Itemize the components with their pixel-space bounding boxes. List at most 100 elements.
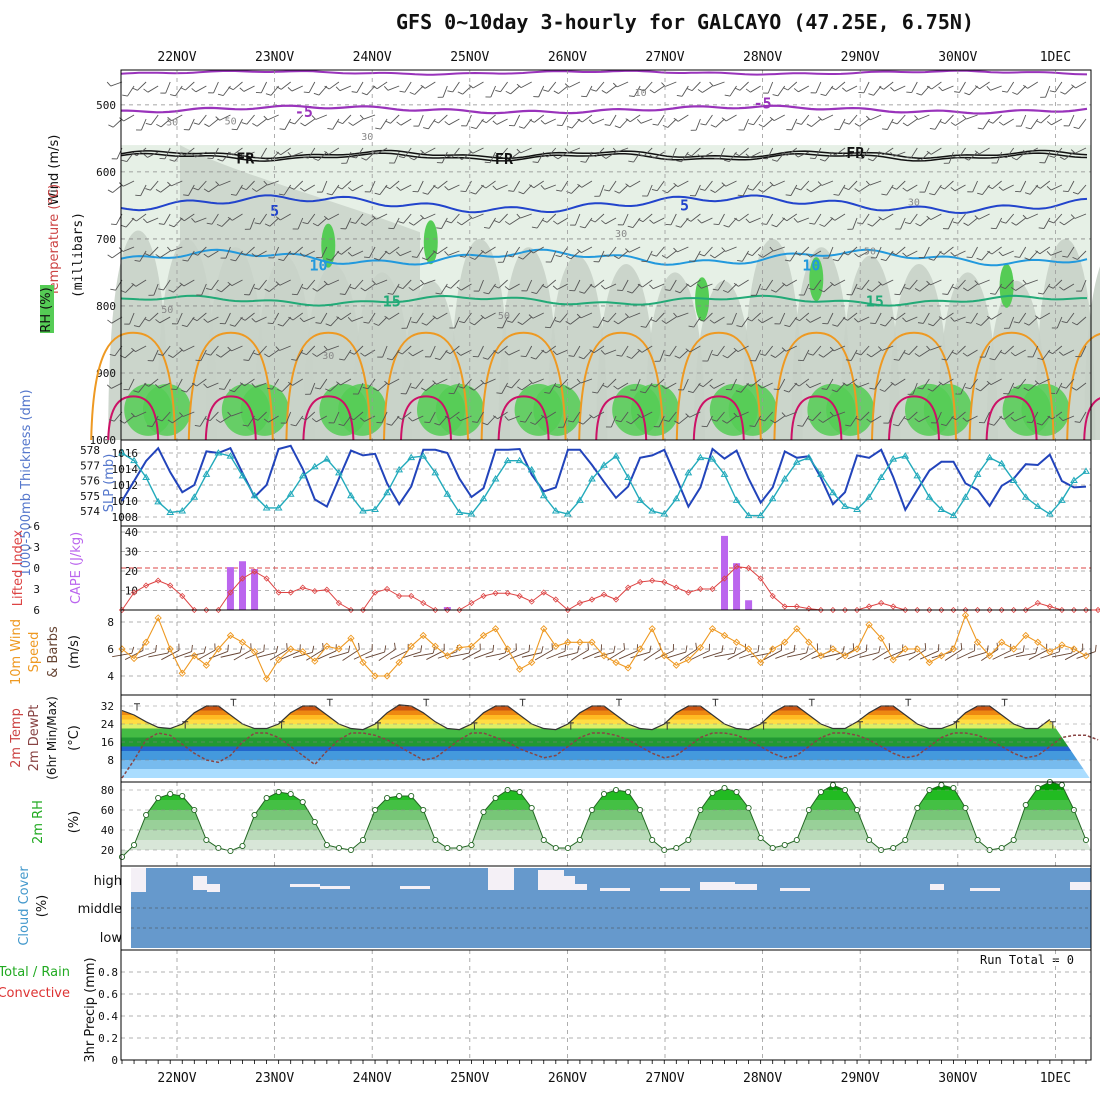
wind-barb [195,349,207,362]
wind-barb [148,283,159,296]
wind-barb [943,151,954,164]
wind-barb [781,279,798,287]
contour-label: FR [495,150,514,168]
wind-barb [448,382,460,395]
wind-barb [664,345,677,357]
wind-barb [437,85,448,98]
wind-barb [602,312,617,323]
temp-tick: 16 [101,736,114,749]
thickness-point [419,452,428,459]
wind-barb-10m [630,645,652,659]
wind-barb [795,180,810,191]
wind-barb [384,246,400,255]
temp-band [121,737,1091,747]
wind-barb [432,312,448,320]
li-tick: -3 [27,541,40,554]
ylabel-temp-d: (°C) [67,725,82,751]
wind-barb [689,184,701,197]
wind-speed-point [323,642,331,650]
wind-barb [711,411,725,422]
wind-barb [926,81,942,90]
wind-barb [341,151,352,164]
rh-blob-green [321,223,336,268]
rh-blob-green [826,383,875,436]
wind-barb [808,279,822,291]
wind-barb [697,151,713,159]
wind-barb [413,114,424,127]
wind-barb [340,217,352,230]
wind-barb [1060,378,1075,389]
thickness-point [407,453,416,461]
wind-barb [505,151,520,160]
wind-barb [433,114,448,124]
wind-barb [698,312,713,322]
wind-speed-point [925,658,933,667]
wind-barb [710,184,725,193]
wind-barb [156,411,171,422]
li-point [540,589,547,596]
wind-barb [734,81,749,91]
wind-barb [601,85,617,94]
wind-barb [545,250,557,263]
wind-barb [594,184,605,197]
wind-barb [1035,180,1051,189]
contour-plus20 [480,331,567,441]
contour-plus20 [578,331,665,441]
li-point [1022,606,1029,614]
wind-barb [421,316,436,326]
wind-barb [950,184,966,192]
thickness-point [588,475,596,482]
thickness-point [551,507,560,514]
wind-speed-point [793,625,801,633]
rh-point [480,808,487,816]
wind-barb [902,184,918,192]
wind-barb [757,382,773,389]
wind-barb [449,316,460,329]
wind-barb [674,283,689,294]
rh-point [709,789,716,797]
cloud-gap [1070,882,1091,890]
ylabel-wind10m-c: & Barbs [46,626,61,678]
wind-speed-point [937,652,946,660]
wind-barb [179,279,195,287]
li-point [841,606,849,614]
wind-barb [458,378,472,389]
wind-barb [227,147,243,156]
wind-barb [1023,382,1039,391]
wind-speed-point [130,654,138,663]
rh-legend-swatch [40,285,54,333]
wind-barb [251,184,267,192]
contour-label: 50 [498,311,510,322]
wind-barb [1047,411,1063,420]
wind-barb [409,85,424,95]
wind-barb [626,415,641,425]
rh-point [384,794,391,802]
li-tick: 3 [33,583,40,596]
contour-label: FR [846,144,865,162]
li-point [1034,599,1041,607]
wind-barb [215,114,231,121]
wind-barb [590,213,605,223]
wind-barb [782,81,798,91]
wind-barb-10m [558,645,580,658]
li-point [890,603,897,610]
cape-bar [226,567,234,610]
wind-barb [878,81,894,90]
contour-plus20 [383,331,469,441]
ylabel-cloud-unit: (%) [35,895,50,918]
wind-barb [183,118,195,131]
wind-barb [336,246,352,255]
thickness-point [335,468,343,476]
wind-barb [626,349,641,359]
wind-barb [243,349,255,361]
date-label-top: 30NOV [938,50,977,65]
thickness-point [925,493,934,500]
wind-barb-10m [920,644,940,660]
li-point [564,606,571,614]
wind-barb [592,316,605,328]
date-label-top: 29NOV [841,50,880,65]
wind-barb [962,114,978,120]
wind-barb [806,250,822,258]
wind-barb [398,213,412,224]
